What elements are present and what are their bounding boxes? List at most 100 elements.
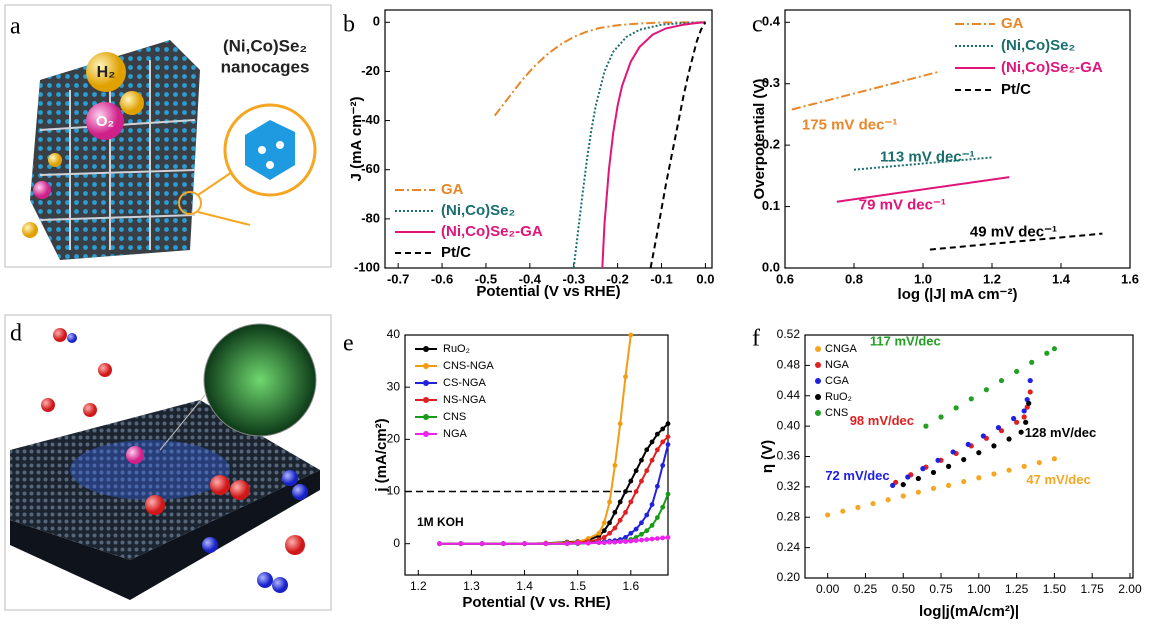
data-point xyxy=(1051,346,1058,352)
y-tick-label: 20 xyxy=(387,432,401,446)
data-point xyxy=(639,520,644,526)
bubble xyxy=(48,153,62,167)
data-point xyxy=(644,447,650,453)
data-point xyxy=(660,426,666,432)
molecule xyxy=(41,398,55,412)
series-line xyxy=(649,21,707,269)
data-point xyxy=(617,421,623,427)
data-point xyxy=(644,537,650,542)
data-point xyxy=(612,525,618,531)
y-tick-label: 0 xyxy=(373,14,380,29)
data-point xyxy=(930,485,937,491)
slope-annotation: 113 mV dec⁻¹ xyxy=(880,149,975,166)
data-point xyxy=(601,540,607,546)
y-axis-label: η (V) xyxy=(759,440,776,473)
y-tick-label: 10 xyxy=(387,484,401,498)
panel-label: e xyxy=(343,331,354,357)
data-point xyxy=(1044,350,1050,356)
y-tick-label: 0 xyxy=(393,536,400,550)
series-line xyxy=(791,70,941,111)
data-point xyxy=(950,449,956,455)
data-point xyxy=(961,478,967,485)
legend-marker xyxy=(423,431,429,437)
legend-marker xyxy=(815,378,821,384)
data-point xyxy=(628,478,634,484)
y-tick-label: 0.36 xyxy=(777,449,801,463)
legend-label: CGA xyxy=(825,375,850,387)
x-tick-label: -0.5 xyxy=(475,271,497,286)
glow xyxy=(70,440,230,500)
data-point xyxy=(617,539,623,545)
x-tick-label: 1.00 xyxy=(967,582,991,596)
y-tick-label: 30 xyxy=(387,379,401,393)
illustration-a: H₂ O₂ (Ni,Co)Se₂ nanocages xyxy=(22,36,317,260)
data-point xyxy=(885,497,891,503)
data-point xyxy=(649,502,655,507)
data-point xyxy=(654,515,660,521)
data-point xyxy=(665,434,671,440)
y-tick-label: -20 xyxy=(361,63,380,78)
data-point xyxy=(654,483,660,489)
x-tick-label: 0.8 xyxy=(845,271,863,286)
plot-frame xyxy=(804,334,1134,579)
h2-label: H₂ xyxy=(97,64,116,81)
x-tick-label: 1.2 xyxy=(410,579,427,593)
data-point xyxy=(995,425,1002,431)
data-point xyxy=(890,482,896,488)
x-tick-label: -0.7 xyxy=(387,271,409,286)
legend-label: (Ni,Co)Se₂ xyxy=(441,202,515,219)
h2-sphere xyxy=(120,91,144,115)
legend-label: GA xyxy=(441,181,464,198)
data-point xyxy=(623,539,628,545)
data-point xyxy=(1014,419,1020,425)
data-point xyxy=(633,489,639,494)
legend-label: NGA xyxy=(443,428,468,440)
y-tick-label: 0.4 xyxy=(762,14,781,29)
data-point xyxy=(665,535,671,540)
data-point xyxy=(612,509,618,515)
data-point xyxy=(601,520,607,526)
data-point xyxy=(628,332,634,338)
data-point xyxy=(633,468,639,474)
y-tick-label: 40 xyxy=(387,327,401,341)
slope-annotation: 98 mV/dec xyxy=(850,413,914,428)
o2-sphere xyxy=(86,102,124,140)
data-point xyxy=(623,509,628,515)
data-point xyxy=(601,528,607,534)
x-tick-label: -0.6 xyxy=(431,271,453,286)
data-point xyxy=(617,499,623,505)
slope-annotation: 175 mV dec⁻¹ xyxy=(802,116,897,133)
x-tick-label: -0.2 xyxy=(606,271,628,286)
data-point xyxy=(1051,456,1058,462)
data-point xyxy=(649,523,655,528)
data-point xyxy=(644,512,650,518)
data-point xyxy=(639,537,644,543)
y-axis-label: J (mA cm⁻²) xyxy=(348,97,365,182)
series-line xyxy=(572,21,706,269)
data-point xyxy=(612,463,618,468)
legend-label: (Ni,Co)Se₂-GA xyxy=(441,223,543,240)
panel-label: c xyxy=(752,12,763,38)
data-point xyxy=(840,508,846,514)
y-tick-label: 0.44 xyxy=(777,388,801,402)
zoom-line xyxy=(197,169,236,196)
legend-label: (Ni,Co)Se₂-GA xyxy=(1001,59,1103,76)
legend-label: CNGA xyxy=(825,343,857,355)
data-point xyxy=(628,538,634,544)
inset-line xyxy=(159,394,206,451)
slope-annotation: 117 mV/dec xyxy=(870,334,941,349)
data-point xyxy=(1021,414,1027,420)
molecule xyxy=(145,495,165,515)
data-point xyxy=(665,421,671,427)
data-point xyxy=(660,504,666,510)
caption-line: nanocages xyxy=(221,57,310,76)
x-tick-label: 0.6 xyxy=(776,271,794,286)
legend-label: RuO₂ xyxy=(825,391,852,403)
x-tick-label: 1.3 xyxy=(463,579,480,593)
y-tick-label: 0.3 xyxy=(762,75,780,90)
series-line xyxy=(836,176,1010,203)
data-point xyxy=(654,431,660,437)
data-point xyxy=(665,442,671,447)
